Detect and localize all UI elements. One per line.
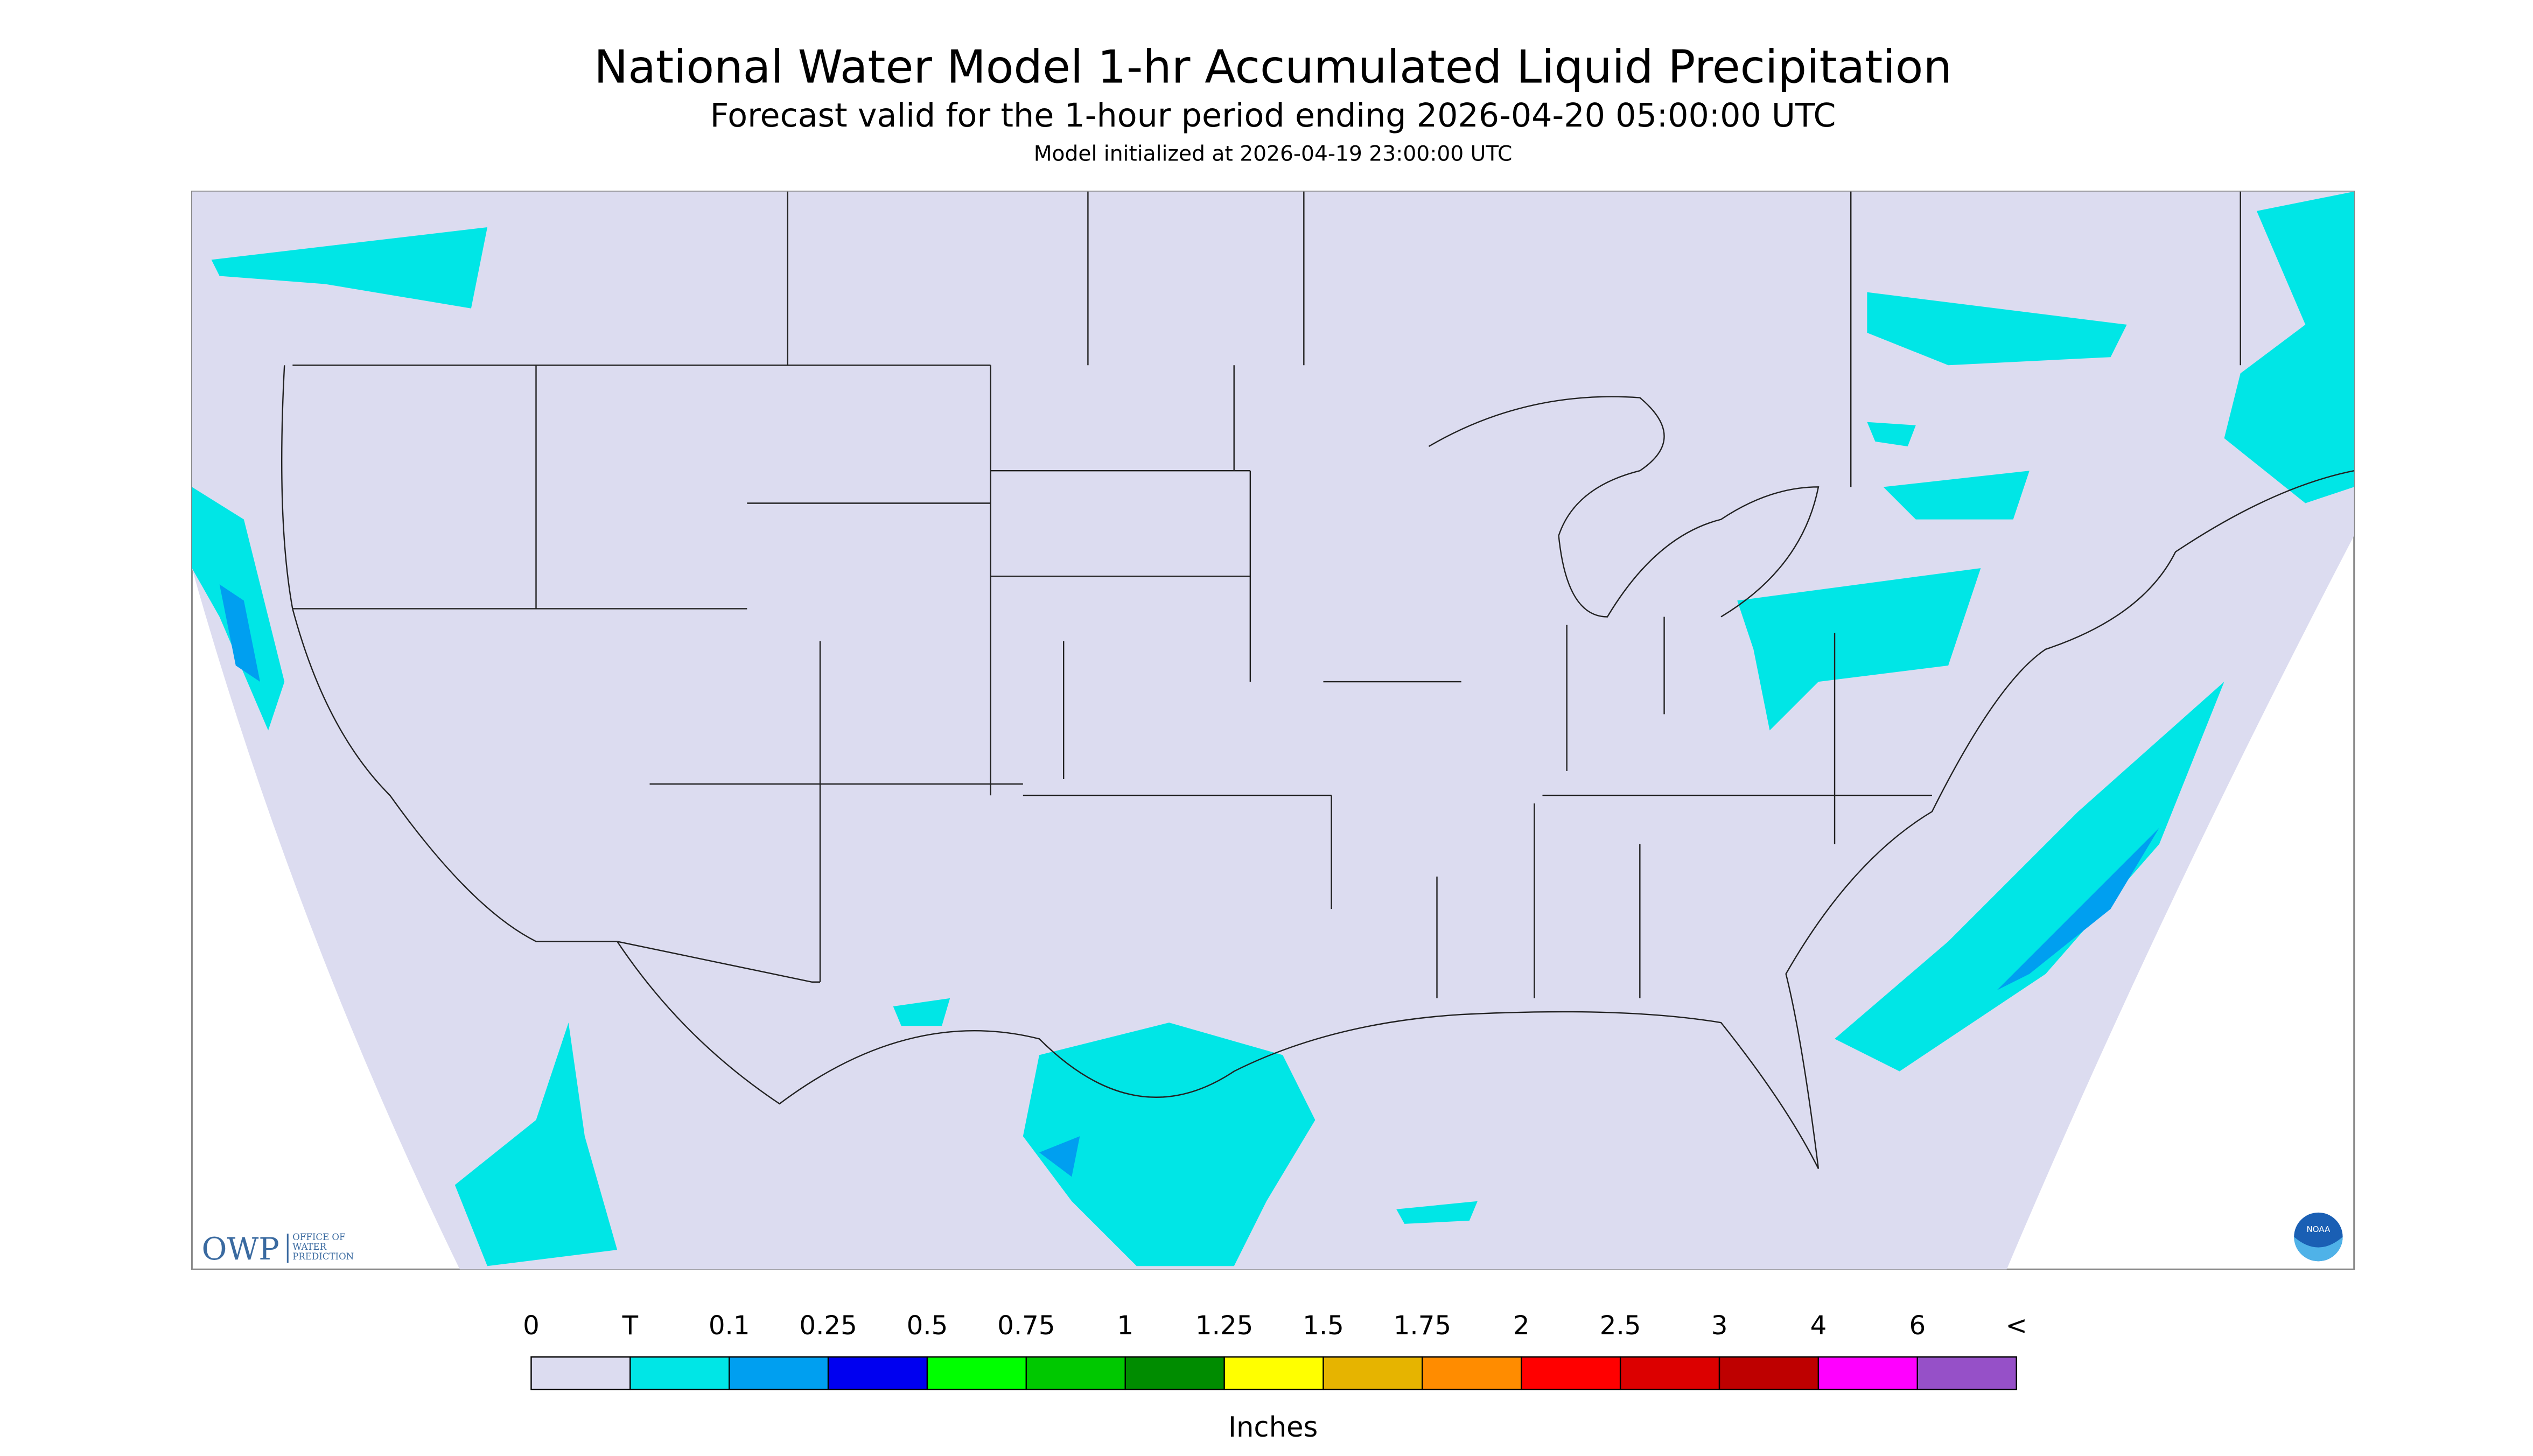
owp-logo: OWP: [201, 1231, 279, 1267]
legend-swatch: [1025, 1356, 1126, 1390]
title: National Water Model 1-hr Accumulated Li…: [594, 41, 1952, 94]
legend-swatch: [1124, 1356, 1225, 1390]
legend-label: 1: [1117, 1311, 1133, 1341]
legend-label: 0.1: [709, 1311, 750, 1341]
office-line: OFFICE OF: [292, 1232, 345, 1242]
legend-label: 0.5: [907, 1311, 948, 1341]
legend-swatch: [1619, 1356, 1720, 1390]
legend-label: 0: [523, 1311, 540, 1341]
legend-swatch: [827, 1356, 928, 1390]
legend-label: 1.75: [1394, 1311, 1451, 1341]
legend-swatch: [1718, 1356, 1820, 1390]
subtitle: Forecast valid for the 1-hour period end…: [710, 97, 1836, 135]
legend-label: 1.25: [1195, 1311, 1253, 1341]
forecast-domain: [192, 191, 2354, 1270]
boundaries: [281, 191, 2354, 1169]
legend-swatch: [629, 1356, 730, 1390]
legend-label: 2.5: [1600, 1311, 1641, 1341]
map: OWP OFFICE OF WATER PREDICTION NOAA: [191, 191, 2355, 1270]
legend-label: 6: [1909, 1311, 1926, 1341]
legend-swatch: [1223, 1356, 1324, 1390]
legend-label: 0.75: [997, 1311, 1055, 1341]
legend-swatch: [1521, 1356, 1621, 1390]
precip-moderate: [219, 584, 2159, 1177]
legend-label: 1.5: [1303, 1311, 1344, 1341]
legend-swatch: [1817, 1356, 1919, 1390]
legend: 0 T 0.1 0.25 0.5 0.75 1 1.25 1.5 1.75 2 2.5 3 4 6 <: [523, 1311, 2027, 1390]
office-line: PREDICTION: [292, 1251, 354, 1262]
legend-swatch: [926, 1356, 1027, 1390]
noaa-wave: [2294, 1237, 2343, 1262]
legend-label: 4: [1810, 1311, 1827, 1341]
office-line: WATER: [292, 1242, 326, 1252]
legend-swatch: [728, 1356, 829, 1390]
legend-unit: Inches: [1228, 1411, 1318, 1444]
precip-areas: [192, 191, 2354, 1266]
noaa-text: NOAA: [2306, 1224, 2331, 1234]
legend-label: 2: [1513, 1311, 1530, 1341]
legend-label: 3: [1711, 1311, 1728, 1341]
legend-swatch: [1422, 1356, 1522, 1390]
legend-swatch: [530, 1356, 631, 1390]
legend-swatch: [1916, 1356, 2017, 1390]
legend-label: T: [622, 1311, 639, 1341]
legend-swatch: [1323, 1356, 1423, 1390]
legend-label: 0.25: [799, 1311, 857, 1341]
legend-label: <: [2005, 1311, 2027, 1341]
init-time: Model initialized at 2026-04-19 23:00:00…: [1034, 142, 1513, 166]
